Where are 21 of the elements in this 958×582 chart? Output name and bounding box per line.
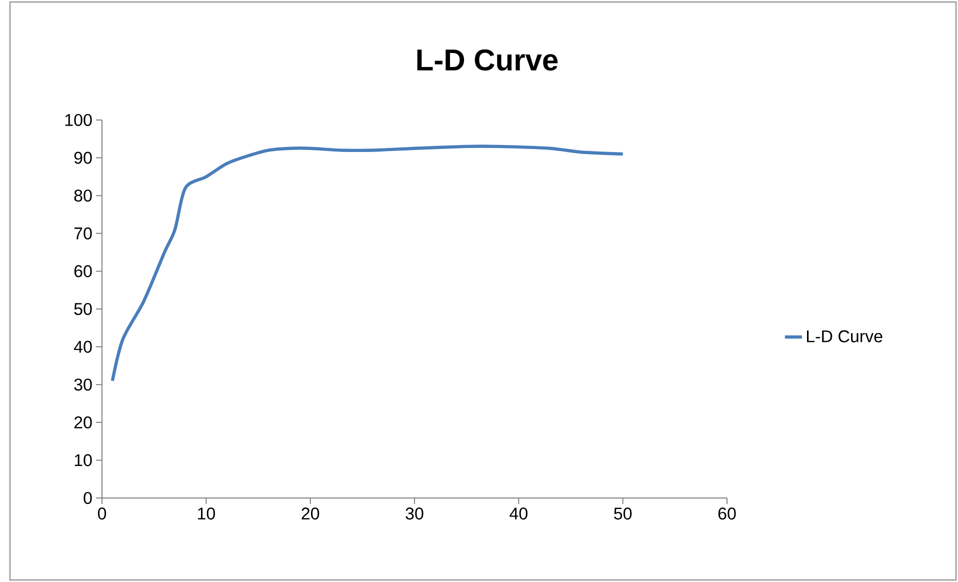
y-tick-label: 40 [74,340,92,353]
x-tick-label: 40 [510,508,528,520]
y-tick-label: 20 [74,416,92,428]
y-tick-label: 0 [84,492,92,504]
chart-title: L-D Curve [417,49,558,71]
y-tick-label: 100 [65,114,92,126]
x-tick-label: 0 [98,508,106,520]
y-tick-label: 10 [74,454,92,466]
y-tick-label: 60 [74,265,92,278]
x-tick-label: 60 [718,508,736,520]
line-series [110,144,624,382]
y-tick-label: 30 [74,378,92,391]
x-tick-label: 10 [198,508,215,520]
legend-label: L-D Curve [807,330,882,342]
x-tick-label: 30 [406,508,424,520]
y-tick-label: 70 [74,227,92,240]
x-tick-label: 50 [614,508,632,520]
y-tick-label: 80 [74,190,92,202]
y-tick-label: 50 [74,302,92,316]
x-tick-label: 20 [302,508,320,520]
y-tick-label: 90 [74,152,92,164]
